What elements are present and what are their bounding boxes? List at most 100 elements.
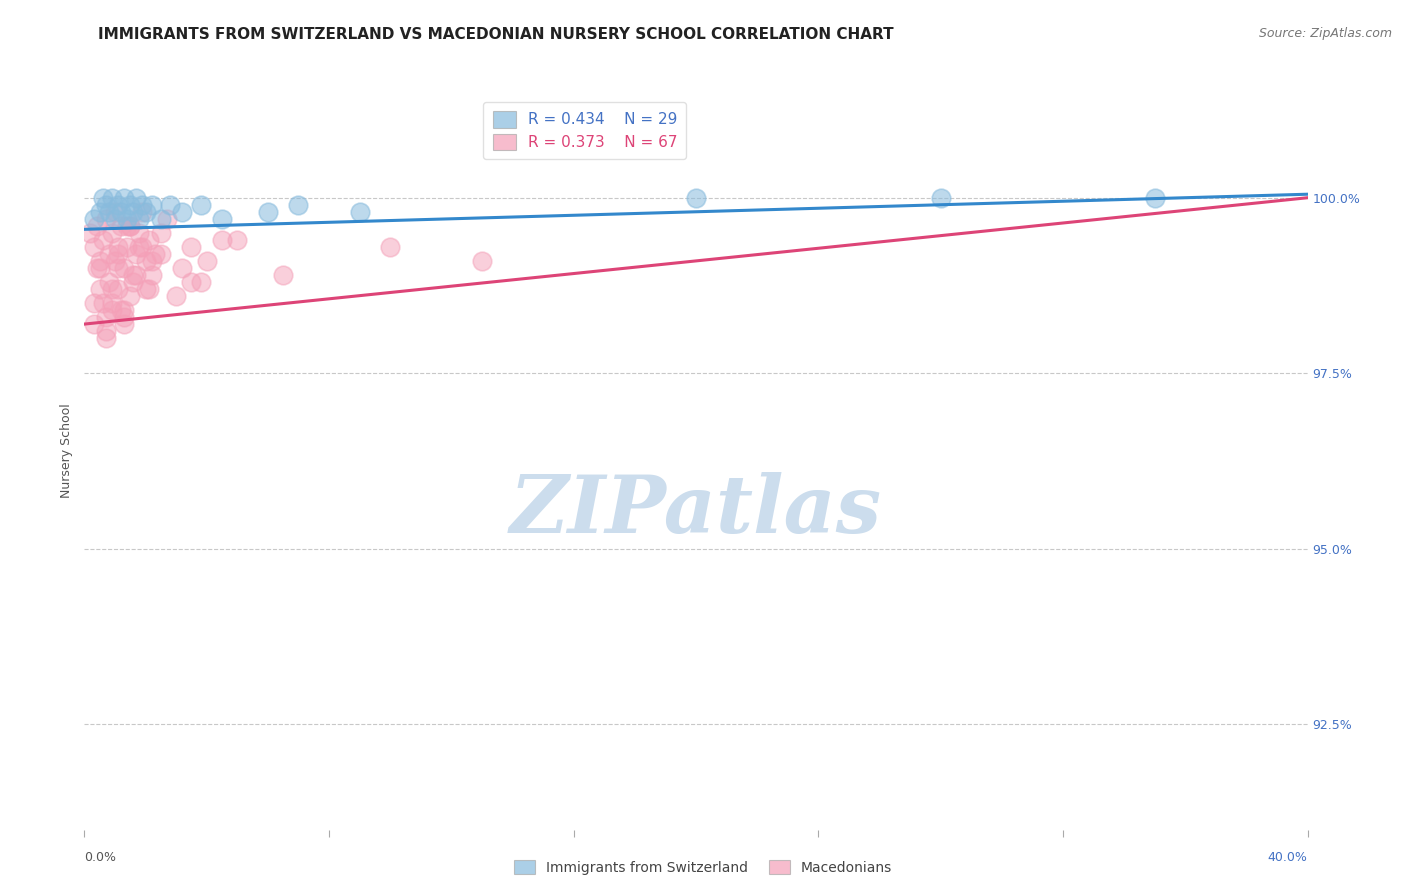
Point [91,233,114,247]
Point [101,191,124,205]
Point [141,253,163,268]
Point [91,296,114,310]
Point [83,211,105,226]
Point [1143,191,1166,205]
Point [79,226,101,240]
Point [149,226,172,240]
Point [104,204,127,219]
Point [143,247,166,261]
Point [86,219,108,233]
Point [94,331,117,345]
Point [86,260,108,275]
Point [112,317,135,331]
Point [89,260,111,275]
Point [94,310,117,324]
Point [180,275,202,289]
Point [211,211,233,226]
Point [271,268,294,282]
Point [107,247,129,261]
Point [172,260,194,275]
Point [211,233,233,247]
Point [159,198,181,212]
Point [149,247,172,261]
Point [94,211,117,226]
Point [94,324,117,338]
Point [128,240,150,254]
Point [83,296,105,310]
Point [112,260,135,275]
Point [128,226,150,240]
Legend: Immigrants from Switzerland, Macedonians: Immigrants from Switzerland, Macedonians [509,855,897,880]
Y-axis label: Nursery School: Nursery School [59,403,73,498]
Point [115,211,138,226]
Point [138,282,160,296]
Point [685,191,707,205]
Point [141,268,163,282]
Point [83,317,105,331]
Point [131,204,153,219]
Point [122,275,145,289]
Point [190,275,212,289]
Point [131,240,153,254]
Point [112,310,135,324]
Point [107,198,129,212]
Point [89,282,111,296]
Point [135,204,157,219]
Point [141,198,163,212]
Point [89,204,111,219]
Point [101,226,124,240]
Point [195,253,218,268]
Point [125,247,148,261]
Point [120,198,142,212]
Text: IMMIGRANTS FROM SWITZERLAND VS MACEDONIAN NURSERY SCHOOL CORRELATION CHART: IMMIGRANTS FROM SWITZERLAND VS MACEDONIA… [98,27,894,42]
Point [107,260,129,275]
Point [131,198,153,212]
Point [287,198,309,212]
Point [125,268,148,282]
Point [120,219,142,233]
Point [122,268,145,282]
Point [122,204,145,219]
Point [172,204,194,219]
Point [97,247,120,261]
Point [110,219,132,233]
Point [165,289,187,303]
Point [115,219,138,233]
Point [104,253,127,268]
Point [135,282,157,296]
Point [101,296,124,310]
Point [120,289,142,303]
Point [91,191,114,205]
Point [110,303,132,318]
Point [97,204,120,219]
Text: Source: ZipAtlas.com: Source: ZipAtlas.com [1258,27,1392,40]
Point [349,204,371,219]
Point [83,240,105,254]
Point [112,303,135,318]
Point [107,282,129,296]
Text: 40.0%: 40.0% [1268,851,1308,863]
Point [135,253,157,268]
Point [97,275,120,289]
Point [94,198,117,212]
Point [180,240,202,254]
Point [471,253,494,268]
Point [112,191,135,205]
Text: ZIPatlas: ZIPatlas [510,473,882,549]
Point [149,211,172,226]
Point [115,240,138,254]
Text: 0.0%: 0.0% [84,851,117,863]
Point [107,240,129,254]
Point [110,204,132,219]
Point [929,191,952,205]
Point [120,219,142,233]
Legend: R = 0.434    N = 29, R = 0.373    N = 67: R = 0.434 N = 29, R = 0.373 N = 67 [484,102,686,160]
Point [138,233,160,247]
Point [226,233,249,247]
Point [190,198,212,212]
Point [101,282,124,296]
Point [156,211,179,226]
Point [257,204,280,219]
Point [380,240,402,254]
Point [101,303,124,318]
